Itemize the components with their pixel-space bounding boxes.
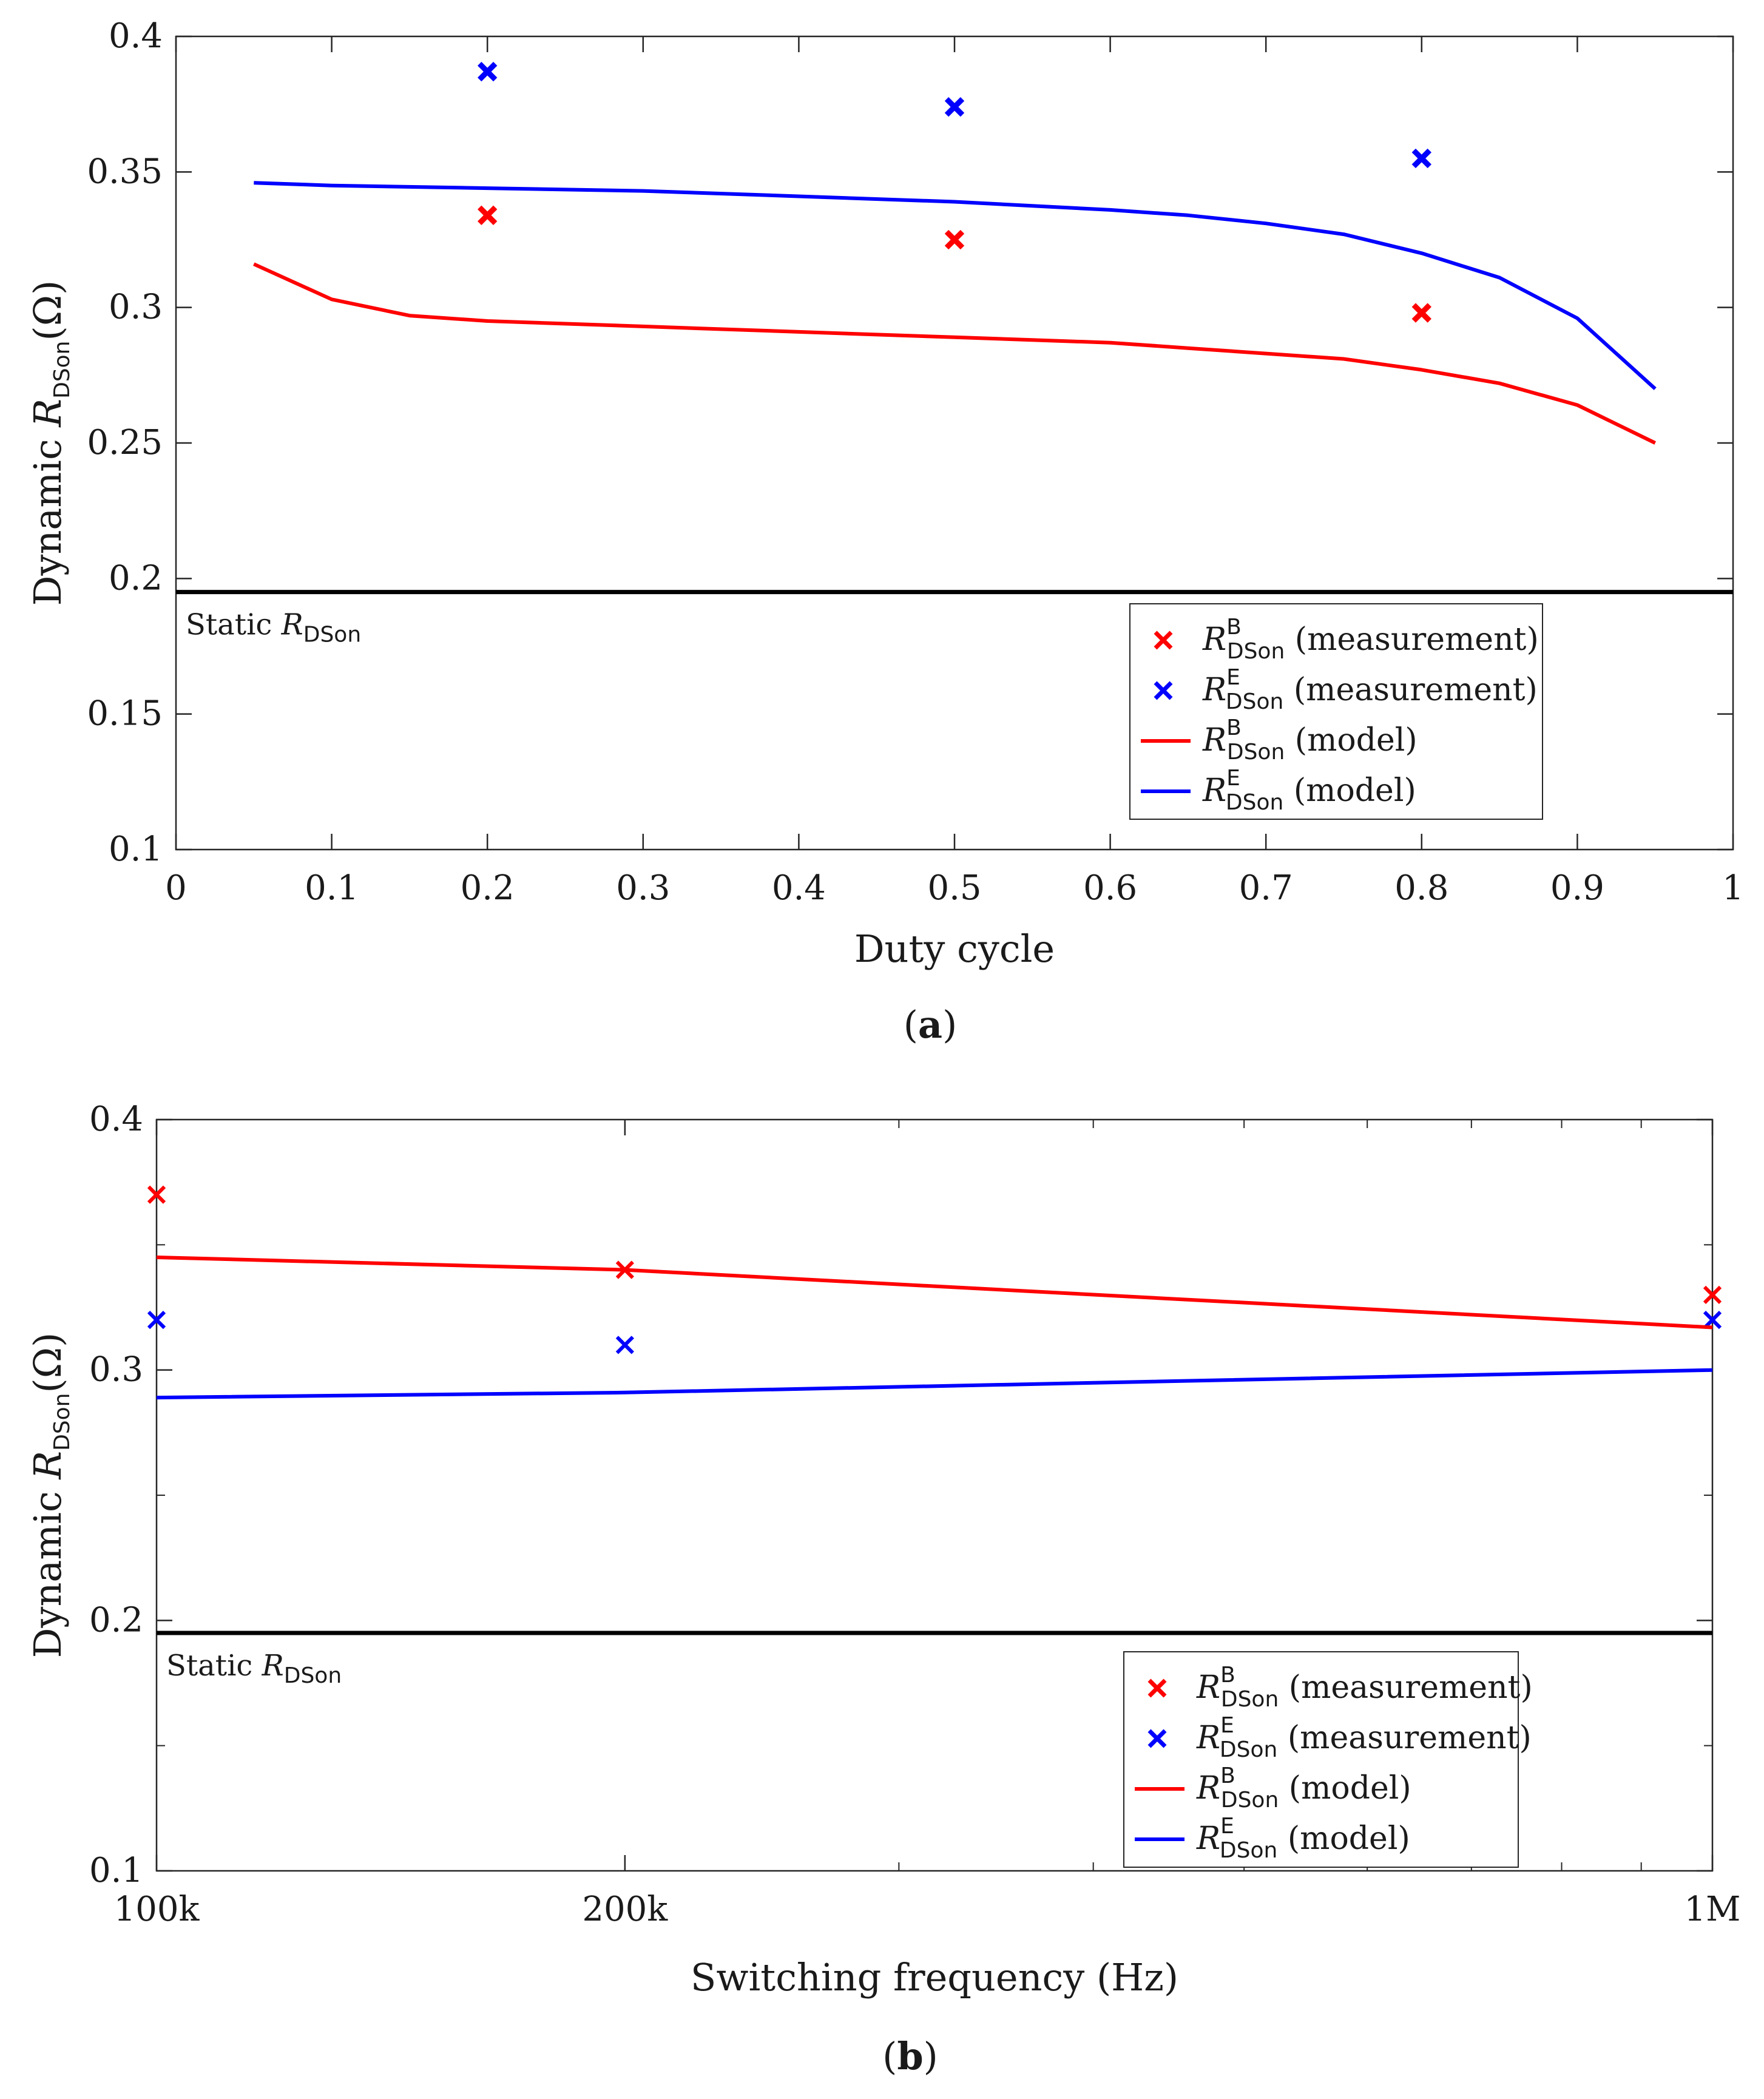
y-tick-label: 0.25: [87, 423, 163, 462]
data-point-marker: [478, 61, 498, 82]
data-point-marker: [944, 96, 965, 117]
legend-entry-label: RE DSon (measurement): [1196, 1713, 1532, 1762]
y-tick-label: 0.15: [87, 694, 163, 734]
chart-panel-a: 0.10.150.20.250.30.350.40 0.1 0.2 0.3 0.4 0.5…: [25, 16, 1744, 1047]
y-tick-label: 0.35: [87, 152, 163, 191]
x-tick-label: 0.2: [461, 868, 515, 908]
x-tick-label: 0.6: [1083, 868, 1137, 908]
legend-marker-swatch: [1154, 630, 1173, 650]
x-tick-label: 0.8: [1394, 868, 1448, 908]
y-axis-label: Dynamic RDSon(Ω): [25, 280, 75, 606]
legend-box: [1129, 603, 1543, 820]
legend-entry-label: RE DSon (model): [1196, 1814, 1410, 1863]
data-point-marker: [1411, 303, 1431, 323]
series-line-2: [253, 262, 1657, 445]
data-point-marker: [147, 1185, 166, 1204]
panel-label: (a): [904, 1002, 958, 1047]
data-point-marker: [1703, 1285, 1722, 1304]
y-axis-label: Dynamic RDSon(Ω): [25, 1333, 75, 1658]
legend-entry-label: RE DSon (measurement): [1202, 665, 1538, 714]
legend: RB DSon (measurement)RE DSon (measurement)…: [1123, 1651, 1533, 1868]
legend-entry-label: RB DSon (measurement): [1202, 615, 1539, 664]
static-rdson-label: Static RDSon: [166, 1649, 342, 1688]
legend-marker-swatch: [1147, 1729, 1167, 1748]
legend-marker-swatch: [1154, 681, 1173, 700]
data-point-marker: [1411, 148, 1431, 169]
y-tick-label: 0.1: [109, 830, 163, 869]
legend: RB DSon (measurement)RE DSon (measurement)…: [1129, 603, 1543, 820]
y-tick-label: 0.3: [109, 288, 163, 327]
x-axis-label: Switching frequency (Hz): [691, 1955, 1178, 1999]
y-tick-label: 0.1: [89, 1851, 143, 1890]
x-tick-label: 0.1: [305, 868, 359, 908]
y-tick-label: 0.3: [89, 1350, 143, 1390]
data-point-marker: [478, 205, 498, 225]
y-tick-label: 0.4: [109, 16, 163, 56]
y-tick-label: 0.2: [89, 1600, 143, 1640]
legend-box: [1123, 1651, 1519, 1868]
series-line-3: [156, 1368, 1713, 1400]
data-point-marker: [1703, 1311, 1722, 1330]
x-tick-label: 0.9: [1550, 868, 1604, 908]
data-point-marker: [944, 229, 965, 250]
x-axis-label: Duty cycle: [854, 927, 1055, 971]
legend-entry-label: RB DSon (model): [1196, 1763, 1411, 1813]
series-line-2: [156, 1256, 1713, 1330]
legend-entry-label: RB DSon (model): [1202, 715, 1418, 765]
series-line-3: [254, 181, 1657, 390]
x-tick-label: 0.4: [772, 868, 826, 908]
x-tick-label: 0.3: [616, 868, 670, 908]
legend-marker-swatch: [1147, 1678, 1167, 1698]
data-point-marker: [147, 1311, 166, 1330]
legend-entry-label: RB DSon (measurement): [1196, 1663, 1533, 1712]
chart-panel-b: 0.1 0.2 0.3 0.4 100k 200k 1M Static RDSon RB DSon…: [25, 1100, 1740, 2078]
x-tick-label: 1: [1722, 868, 1744, 908]
panel-label: (b): [882, 2034, 938, 2078]
x-tick-label: 0.5: [927, 868, 981, 908]
legend-entry-label: RE DSon (model): [1202, 766, 1416, 815]
x-tick-label: 0: [165, 868, 187, 908]
x-tick-label: 0.7: [1239, 868, 1293, 908]
static-rdson-label: Static RDSon: [186, 608, 361, 647]
x-tick-label: 1M: [1685, 1890, 1741, 1929]
x-tick-label: 200k: [582, 1890, 668, 1929]
x-tick-label: 100k: [114, 1890, 200, 1929]
y-tick-label: 0.2: [109, 558, 163, 598]
y-tick-label: 0.4: [89, 1100, 143, 1139]
data-point-marker: [615, 1336, 634, 1354]
